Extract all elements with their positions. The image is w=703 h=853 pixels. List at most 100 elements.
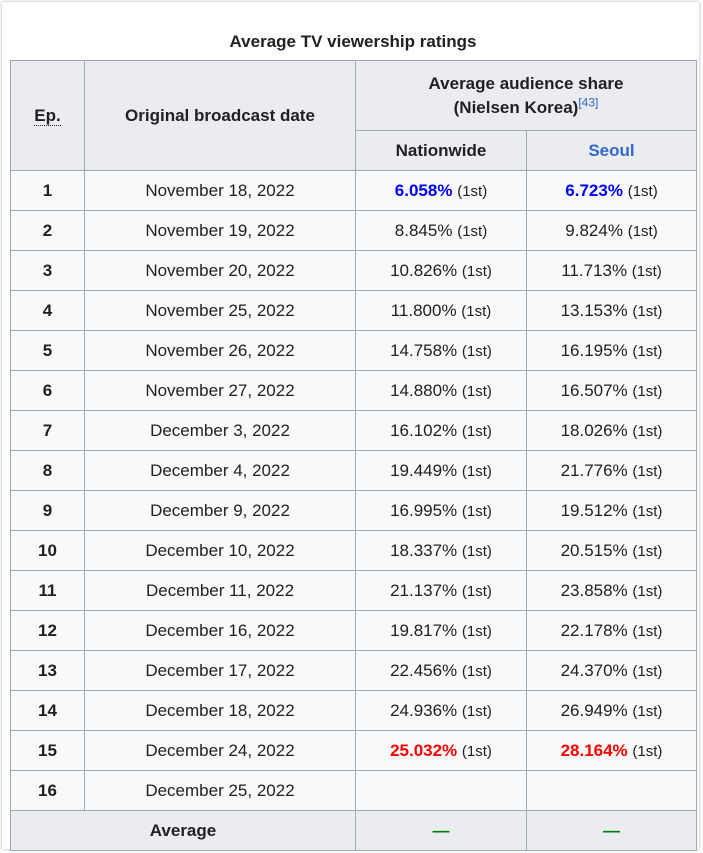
nationwide-header: Nationwide xyxy=(355,130,527,171)
episode-number: 1 xyxy=(10,170,85,211)
episode-number: 13 xyxy=(10,650,85,691)
nationwide-rating-value: 16.995% xyxy=(390,500,458,520)
nationwide-rating-value: 10.826% xyxy=(390,260,458,280)
table-row: 9 December 9, 2022 16.995% (1st) 19.512% (1… xyxy=(10,490,697,531)
nationwide-rating-value: 21.137% xyxy=(390,580,458,600)
share-header-line1: Average audience share xyxy=(428,73,624,93)
nationwide-rating-value: 16.102% xyxy=(390,420,458,440)
table-row: 5 November 26, 2022 14.758% (1st) 16.195% (… xyxy=(10,330,697,371)
seoul-rating-value: 26.949% xyxy=(560,700,628,720)
nationwide-rating-value: 22.456% xyxy=(390,660,458,680)
citation-link[interactable]: [43] xyxy=(578,94,599,109)
table-row: 3 November 20, 2022 10.826% (1st) 11.713% (… xyxy=(10,250,697,291)
nationwide-rank: (1st) xyxy=(461,702,492,720)
table-row: 12 December 16, 2022 19.817% (1st) 22.178% … xyxy=(10,610,697,651)
nationwide-rank: (1st) xyxy=(457,222,488,240)
nationwide-rank: (1st) xyxy=(461,342,492,360)
episode-number: 2 xyxy=(10,210,85,251)
seoul-link[interactable]: Seoul xyxy=(588,140,635,160)
seoul-rating-value: 16.507% xyxy=(560,380,628,400)
broadcast-date: December 3, 2022 xyxy=(84,410,356,451)
broadcast-date: December 18, 2022 xyxy=(84,690,356,731)
table-row: 10 December 10, 2022 18.337% (1st) 20.515% … xyxy=(10,530,697,571)
seoul-rating-value: 16.195% xyxy=(560,340,628,360)
broadcast-date: November 25, 2022 xyxy=(84,290,356,331)
nationwide-rating: 11.800% (1st) xyxy=(355,290,527,331)
seoul-rating-value: 9.824% xyxy=(565,220,623,240)
episode-number: 4 xyxy=(10,290,85,331)
nationwide-rating: 18.337% (1st) xyxy=(355,530,527,571)
seoul-rating: 6.723% (1st) xyxy=(526,170,697,211)
seoul-rank: (1st) xyxy=(632,742,663,760)
broadcast-date: December 10, 2022 xyxy=(84,530,356,571)
nationwide-rating xyxy=(355,770,527,811)
seoul-rank: (1st) xyxy=(632,622,663,640)
seoul-rating: 9.824% (1st) xyxy=(526,210,697,251)
seoul-rank: (1st) xyxy=(632,422,663,440)
nationwide-rating: 25.032% (1st) xyxy=(355,730,527,771)
nationwide-rating-value: 8.845% xyxy=(394,220,453,240)
seoul-rating: 16.507% (1st) xyxy=(526,370,697,411)
nationwide-rating: 21.137% (1st) xyxy=(355,570,527,611)
nationwide-rank: (1st) xyxy=(461,382,492,400)
nationwide-rating: 10.826% (1st) xyxy=(355,250,527,291)
table-caption: Average TV viewership ratings xyxy=(229,32,477,51)
seoul-rank: (1st) xyxy=(632,662,663,680)
episode-number: 16 xyxy=(10,770,85,811)
nationwide-rating: 19.449% (1st) xyxy=(355,450,527,491)
nationwide-rating-value: 19.817% xyxy=(390,620,458,640)
seoul-rating-value: 21.776% xyxy=(560,460,628,480)
ratings-table: Ep. Original broadcast date Average audi… xyxy=(10,60,697,851)
nationwide-rating-value: 19.449% xyxy=(390,460,458,480)
nationwide-rank: (1st) xyxy=(461,262,492,280)
seoul-rating-value: 28.164% xyxy=(560,740,628,760)
seoul-rank: (1st) xyxy=(631,262,662,280)
nationwide-rating: 14.880% (1st) xyxy=(355,370,527,411)
seoul-rating-value: 13.153% xyxy=(560,300,628,320)
broadcast-date: December 25, 2022 xyxy=(84,770,356,811)
episode-number: 7 xyxy=(10,410,85,451)
broadcast-date: November 20, 2022 xyxy=(84,250,356,291)
nationwide-rating: 6.058% (1st) xyxy=(355,170,527,211)
seoul-rank: (1st) xyxy=(632,382,663,400)
seoul-rating: 26.949% (1st) xyxy=(526,690,697,731)
seoul-rank: (1st) xyxy=(627,182,658,200)
seoul-rating-value: 22.178% xyxy=(560,620,628,640)
seoul-rating: 22.178% (1st) xyxy=(526,610,697,651)
broadcast-date: December 4, 2022 xyxy=(84,450,356,491)
nationwide-rank: (1st) xyxy=(461,422,492,440)
nationwide-rating-value: 11.800% xyxy=(390,300,457,320)
table-body: 1 November 18, 2022 6.058% (1st) 6.723% (1s… xyxy=(10,170,697,811)
nationwide-rank: (1st) xyxy=(461,502,492,520)
nationwide-rating: 22.456% (1st) xyxy=(355,650,527,691)
broadcast-date: November 18, 2022 xyxy=(84,170,356,211)
seoul-rank: (1st) xyxy=(627,222,658,240)
broadcast-date: December 17, 2022 xyxy=(84,650,356,691)
seoul-header[interactable]: Seoul xyxy=(526,130,697,171)
table-row: 1 November 18, 2022 6.058% (1st) 6.723% (1s… xyxy=(10,170,697,211)
nationwide-rating: 8.845% (1st) xyxy=(355,210,527,251)
broadcast-date: November 27, 2022 xyxy=(84,370,356,411)
episode-number: 10 xyxy=(10,530,85,571)
nationwide-rating: 16.995% (1st) xyxy=(355,490,527,531)
episode-number: 5 xyxy=(10,330,85,371)
seoul-rating: 20.515% (1st) xyxy=(526,530,697,571)
seoul-rating: 18.026% (1st) xyxy=(526,410,697,451)
ep-header[interactable]: Ep. xyxy=(10,60,85,171)
episode-number: 15 xyxy=(10,730,85,771)
seoul-rating: 16.195% (1st) xyxy=(526,330,697,371)
seoul-rank: (1st) xyxy=(632,582,663,600)
seoul-rank: (1st) xyxy=(632,342,663,360)
nationwide-rank: (1st) xyxy=(461,582,492,600)
nationwide-rank: (1st) xyxy=(461,662,492,680)
nationwide-rank: (1st) xyxy=(461,542,492,560)
nationwide-rank: (1st) xyxy=(461,302,492,320)
seoul-rating: 21.776% (1st) xyxy=(526,450,697,491)
table-row: 7 December 3, 2022 16.102% (1st) 18.026% (1… xyxy=(10,410,697,451)
nationwide-rating-value: 25.032% xyxy=(390,740,458,760)
episode-number: 9 xyxy=(10,490,85,531)
seoul-rank: (1st) xyxy=(632,702,663,720)
episode-number: 12 xyxy=(10,610,85,651)
seoul-rating xyxy=(526,770,697,811)
ep-header-label[interactable]: Ep. xyxy=(34,105,61,126)
